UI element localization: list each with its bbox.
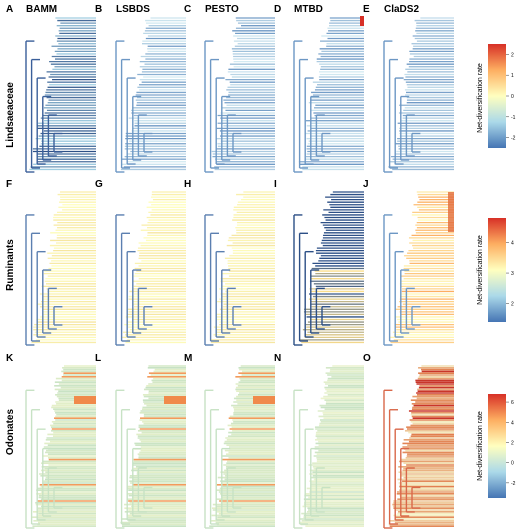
colorbar-tick-label: -2 — [511, 481, 516, 487]
colorbar-title: Net-diversification rate — [477, 411, 484, 481]
method-label-bamm: BAMM — [26, 4, 57, 15]
panel-letter-m: M — [184, 353, 192, 364]
colorbar-tick-label: 2 — [511, 52, 514, 58]
panel-letter-l: L — [95, 353, 101, 364]
panel-letters: A B C D E F G H I J K L M N O — [6, 4, 371, 364]
colorbar-lindsaeaceae: Net-diversification rate 2 1 0 -1 -2 — [477, 44, 516, 148]
colorbar-tick-label: 0 — [511, 461, 514, 467]
tree-panel-b — [115, 17, 186, 173]
colorbar-ticks: 2 1 0 -1 -2 — [506, 52, 516, 142]
panel-letter-o: O — [363, 353, 371, 364]
panel-letter-g: G — [95, 179, 103, 190]
tree-panel-i — [293, 191, 364, 346]
colorbar-ticks: 6 4 2 0 -2 — [506, 400, 516, 487]
colorbar-bar — [488, 218, 506, 322]
colorbar-tick-label: 2 — [511, 302, 514, 308]
colorbar-bar — [488, 44, 506, 148]
panel-letter-a: A — [6, 4, 13, 15]
tree-panel-d — [293, 16, 364, 173]
method-label-pesto: PESTO — [205, 4, 239, 15]
colorbar-tick-label: 4 — [511, 420, 514, 426]
panel-letter-c: C — [184, 4, 191, 15]
tree-panel-o — [383, 365, 454, 529]
tree-panel-f — [25, 191, 96, 346]
colorbar-bar — [488, 394, 506, 498]
row-label-odonates: Odonates — [5, 409, 16, 456]
tree-highlight — [74, 396, 96, 404]
tree-panel-n — [293, 365, 364, 529]
colorbar-ruminants: Net-diversification rate 4 3 2 — [477, 218, 514, 322]
colorbar-title: Net-diversification rate — [477, 235, 484, 305]
colorbar-tick-label: 2 — [511, 440, 514, 446]
panel-letter-h: H — [184, 179, 191, 190]
panel-letter-e: E — [363, 4, 370, 15]
panel-letter-f: F — [6, 179, 12, 190]
panel-letter-k: K — [6, 353, 14, 364]
tree-highlight — [253, 396, 275, 404]
panel-letter-n: N — [274, 353, 281, 364]
row-label-ruminants: Ruminants — [5, 239, 16, 291]
colorbar-tick-label: 0 — [511, 94, 514, 100]
panel-letter-j: J — [363, 179, 369, 190]
row-label-lindsaeaceae: Lindsaeaceae — [5, 82, 16, 148]
colorbar-tick-label: 3 — [511, 271, 514, 277]
tree-panel-e — [383, 17, 454, 173]
tree-panel-l — [115, 365, 186, 529]
tree-panel-k — [25, 365, 96, 529]
panel-letter-i: I — [274, 179, 277, 190]
colorbar-tick-label: -2 — [511, 136, 516, 142]
method-label-mtbd: MTBD — [294, 4, 323, 15]
tree-panel-j — [383, 191, 454, 346]
tree-panel-m — [204, 365, 275, 529]
panel-letter-b: B — [95, 4, 102, 15]
tree-panel-h — [204, 191, 275, 346]
tree-panel-a — [25, 17, 96, 173]
panel-letter-d: D — [274, 4, 281, 15]
method-label-clads2: ClaDS2 — [384, 4, 419, 15]
method-headers: BAMM LSBDS PESTO MTBD ClaDS2 — [26, 4, 419, 15]
tree-panel-c — [204, 17, 275, 173]
tree-highlight — [164, 396, 186, 404]
colorbar-tick-label: -1 — [511, 115, 516, 121]
colorbar-tick-label: 6 — [511, 400, 514, 406]
tree-panel-g — [115, 191, 186, 346]
colorbar-tick-label: 4 — [511, 240, 514, 246]
method-label-lsbds: LSBDS — [116, 4, 150, 15]
colorbar-tick-label: 1 — [511, 73, 514, 79]
colorbar-odonates: Net-diversification rate 6 4 2 0 -2 — [477, 394, 516, 498]
tree-highlight — [448, 192, 454, 232]
tree-highlight — [360, 16, 364, 26]
colorbar-ticks: 4 3 2 — [506, 240, 514, 308]
colorbar-title: Net-diversification rate — [477, 63, 484, 133]
tree-panels — [25, 16, 454, 529]
